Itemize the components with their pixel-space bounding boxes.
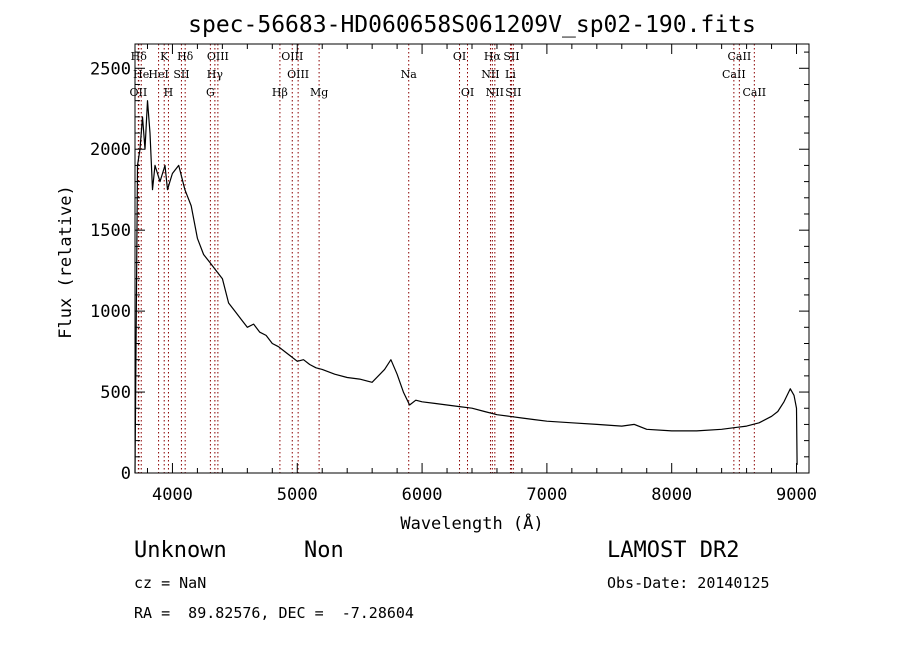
line-marker-label: Hα: [484, 50, 502, 63]
redshift-label: cz = NaN: [134, 574, 207, 592]
y-axis-ticks: 0 500 1000 1500 2000 2500: [90, 51, 809, 484]
survey-label: LAMOST DR2: [607, 538, 740, 563]
line-marker-label: Hβ: [272, 86, 288, 99]
x-axis-label: Wavelength (Å): [400, 512, 543, 534]
y-tick-label: 1500: [90, 221, 131, 241]
line-marker-label: OIII: [287, 68, 309, 81]
obs-date-label: Obs-Date: 20140125: [607, 574, 770, 592]
line-marker-label: Na: [401, 68, 418, 81]
y-tick-label: 0: [121, 464, 131, 484]
line-marker-label: HeI: [148, 68, 168, 81]
line-marker-label: SII: [505, 86, 521, 99]
y-tick-label: 500: [100, 383, 131, 403]
x-tick-label: 6000: [402, 485, 443, 505]
x-axis-ticks: 4000 5000 6000 7000 8000 9000: [146, 44, 817, 505]
line-marker-label: G: [206, 86, 215, 99]
spectral-line-markers: [137, 44, 755, 473]
line-marker-label: NII: [481, 68, 499, 81]
line-marker-label: NII: [486, 86, 504, 99]
x-tick-label: 4000: [152, 485, 193, 505]
y-tick-label: 2500: [90, 59, 131, 79]
line-marker-label: SII: [173, 68, 189, 81]
subclass-label: Non: [304, 538, 344, 563]
line-marker-label: OI: [453, 50, 466, 63]
x-tick-label: 5000: [277, 485, 318, 505]
line-marker-label: OIII: [207, 50, 229, 63]
x-tick-label: 8000: [651, 485, 692, 505]
line-marker-label: Li: [505, 68, 516, 81]
line-marker-label: CaII: [728, 50, 752, 63]
y-tick-label: 1000: [90, 302, 131, 322]
line-marker-label: K: [160, 50, 169, 63]
line-marker-label: OII: [130, 86, 148, 99]
classification-label: Unknown: [134, 538, 227, 563]
spectrum-line: [134, 100, 798, 474]
line-marker-label: Hδ: [177, 50, 194, 63]
line-marker-label: OIII: [281, 50, 303, 63]
line-marker-label: CaII: [722, 68, 746, 81]
y-tick-label: 2000: [90, 140, 131, 160]
line-marker-label: Hγ: [207, 68, 224, 81]
line-marker-label: SII: [503, 50, 519, 63]
line-marker-label: He: [133, 68, 149, 81]
y-axis-label: Flux (relative): [56, 185, 76, 339]
line-marker-label: OI: [461, 86, 474, 99]
line-marker-label: CaII: [742, 86, 766, 99]
line-marker-label: H: [164, 86, 174, 99]
line-marker-label: Mg: [310, 86, 328, 99]
x-tick-label: 7000: [526, 485, 567, 505]
chart-title: spec-56683-HD060658S061209V_sp02-190.fit…: [188, 12, 756, 38]
coordinates-label: RA = 89.82576, DEC = -7.28604: [134, 604, 414, 622]
x-tick-label: 9000: [776, 485, 817, 505]
